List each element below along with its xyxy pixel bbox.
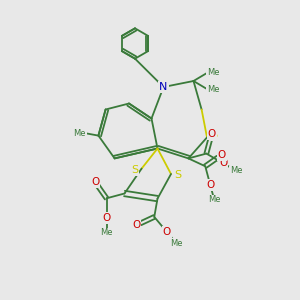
Text: Me: Me — [230, 167, 243, 176]
Text: O: O — [91, 177, 99, 187]
Text: S: S — [131, 165, 139, 175]
Text: O: O — [102, 213, 111, 223]
Text: O: O — [206, 180, 214, 190]
Text: O: O — [132, 220, 140, 230]
Text: Me: Me — [100, 229, 113, 238]
Text: O: O — [218, 150, 226, 160]
Text: O: O — [207, 129, 216, 139]
Text: Me: Me — [74, 129, 86, 138]
Text: Me: Me — [207, 85, 219, 94]
Text: O: O — [163, 227, 171, 237]
Text: O: O — [219, 158, 227, 168]
Text: Me: Me — [170, 239, 183, 248]
Text: S: S — [210, 130, 217, 140]
Text: Me: Me — [208, 195, 220, 204]
Text: S: S — [174, 170, 181, 181]
Text: Me: Me — [207, 68, 219, 77]
Text: N: N — [159, 82, 168, 92]
